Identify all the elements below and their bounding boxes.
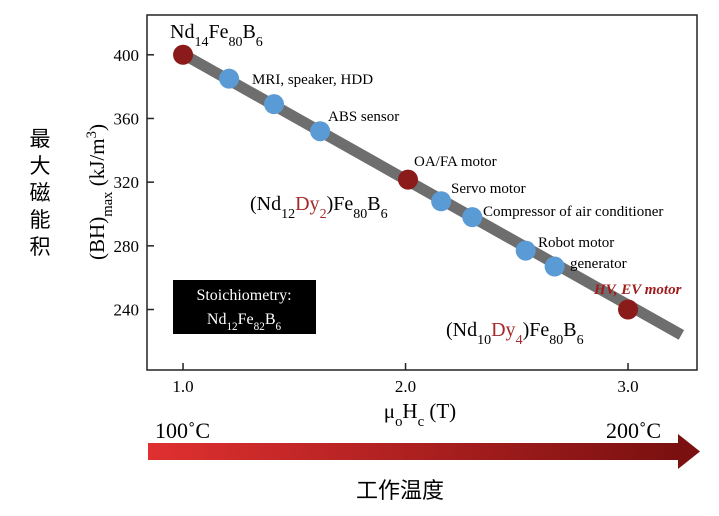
text-part: B — [563, 319, 576, 341]
data-point — [544, 256, 565, 277]
data-point — [219, 68, 240, 89]
data-point — [264, 94, 285, 115]
text-part: 14 — [194, 35, 208, 50]
text-part: 80 — [228, 35, 242, 50]
plot-frame — [146, 14, 698, 371]
trend-line — [175, 46, 685, 340]
y-tick-label: 400 — [114, 46, 140, 65]
y-axis-label-cn: 积 — [30, 235, 51, 259]
text-part: H — [402, 399, 417, 423]
text-part: 6 — [256, 35, 263, 50]
y-axis-label-cn: 大 — [30, 154, 51, 178]
arrow-head — [678, 434, 700, 469]
data-point — [431, 191, 452, 212]
point-annotation: Compressor of air conditioner — [483, 204, 663, 220]
text-part: 82 — [254, 321, 265, 333]
data-point — [462, 207, 483, 228]
text-part: 2 — [320, 207, 327, 222]
text-part: (T) — [424, 399, 456, 423]
point-annotation: generator — [570, 256, 627, 272]
temp-end: 200˚C — [606, 418, 661, 443]
temperature-arrow — [148, 443, 680, 460]
y-tick-label: 320 — [114, 173, 140, 192]
text-part: ) — [85, 124, 109, 131]
text-part: Stoichiometry: — [196, 287, 291, 304]
x-tick-label: 2.0 — [395, 377, 416, 396]
x-tick-label: 1.0 — [172, 377, 193, 396]
inset-box — [173, 280, 316, 334]
text-part: 12 — [281, 207, 295, 222]
text-part: B — [265, 311, 276, 328]
y-tick-label: 240 — [114, 301, 140, 320]
x-axis-label: μoHc (T) — [384, 399, 456, 430]
data-point — [310, 121, 331, 142]
data-point — [515, 240, 536, 261]
y-axis-label-cn: 最 — [30, 127, 51, 151]
text-part: (Nd — [250, 193, 281, 215]
text-part: 80 — [549, 333, 563, 348]
text-part: B — [367, 193, 380, 215]
text-part: Dy — [295, 193, 319, 215]
point-annotation: (Nd10Dy4)Fe80B6 — [446, 319, 584, 348]
data-point — [397, 169, 418, 190]
temp-label: 工作温度 — [356, 479, 444, 504]
point-annotation: MRI, speaker, HDD — [252, 72, 373, 88]
inset-text: Stoichiometry: — [196, 287, 291, 304]
point-annotation: HV, EV motor — [593, 282, 682, 298]
text-part: )Fe — [327, 193, 354, 215]
text-part: Dy — [491, 319, 515, 341]
text-part: Robot motor — [538, 235, 614, 251]
text-part: Nd — [207, 311, 227, 328]
y-axis-label-cn: 磁 — [30, 181, 51, 205]
text-part: Nd — [170, 21, 194, 43]
text-part: 6 — [276, 321, 282, 333]
text-part: c — [418, 414, 425, 430]
text-part: generator — [570, 256, 627, 272]
text-part: max — [100, 191, 116, 217]
text-part: Servo motor — [451, 181, 526, 197]
text-part: ABS sensor — [328, 109, 399, 125]
text-part: (kJ/m — [85, 138, 109, 191]
point-annotation: Nd14Fe80B6 — [170, 21, 263, 50]
text-part: (Nd — [446, 319, 477, 341]
text-part: 3 — [84, 131, 100, 138]
y-tick-label: 360 — [114, 109, 140, 128]
data-point — [618, 299, 639, 320]
text-part: B — [242, 21, 255, 43]
text-part: 4 — [516, 333, 523, 348]
text-part: OA/FA motor — [414, 154, 497, 170]
y-axis-label: (BH)max (kJ/m3) — [84, 124, 116, 260]
text-part: 10 — [477, 333, 491, 348]
point-annotation: ABS sensor — [328, 109, 399, 125]
text-part: Compressor of air conditioner — [483, 204, 663, 220]
text-part: MRI, speaker, HDD — [252, 72, 373, 88]
y-axis-label-cn: 能 — [30, 208, 51, 232]
text-part: μ — [384, 399, 395, 423]
point-annotation: OA/FA motor — [414, 154, 497, 170]
data-point — [173, 44, 194, 65]
y-tick-label: 280 — [114, 237, 140, 256]
x-tick-label: 3.0 — [617, 377, 638, 396]
point-annotation: Servo motor — [451, 181, 526, 197]
text-part: 6 — [577, 333, 584, 348]
text-part: (BH) — [85, 217, 109, 260]
text-part: o — [395, 414, 402, 430]
text-part: 12 — [226, 321, 237, 333]
text-part: )Fe — [523, 319, 550, 341]
point-annotation: (Nd12Dy2)Fe80B6 — [250, 193, 388, 222]
text-part: HV, EV motor — [593, 282, 682, 298]
point-annotation: Robot motor — [538, 235, 614, 251]
inset-text: Nd12Fe82B6 — [207, 311, 282, 333]
text-part: 6 — [381, 207, 388, 222]
temp-start: 100˚C — [155, 418, 210, 443]
text-part: Fe — [238, 311, 254, 328]
text-part: Fe — [208, 21, 228, 43]
text-part: 80 — [353, 207, 367, 222]
